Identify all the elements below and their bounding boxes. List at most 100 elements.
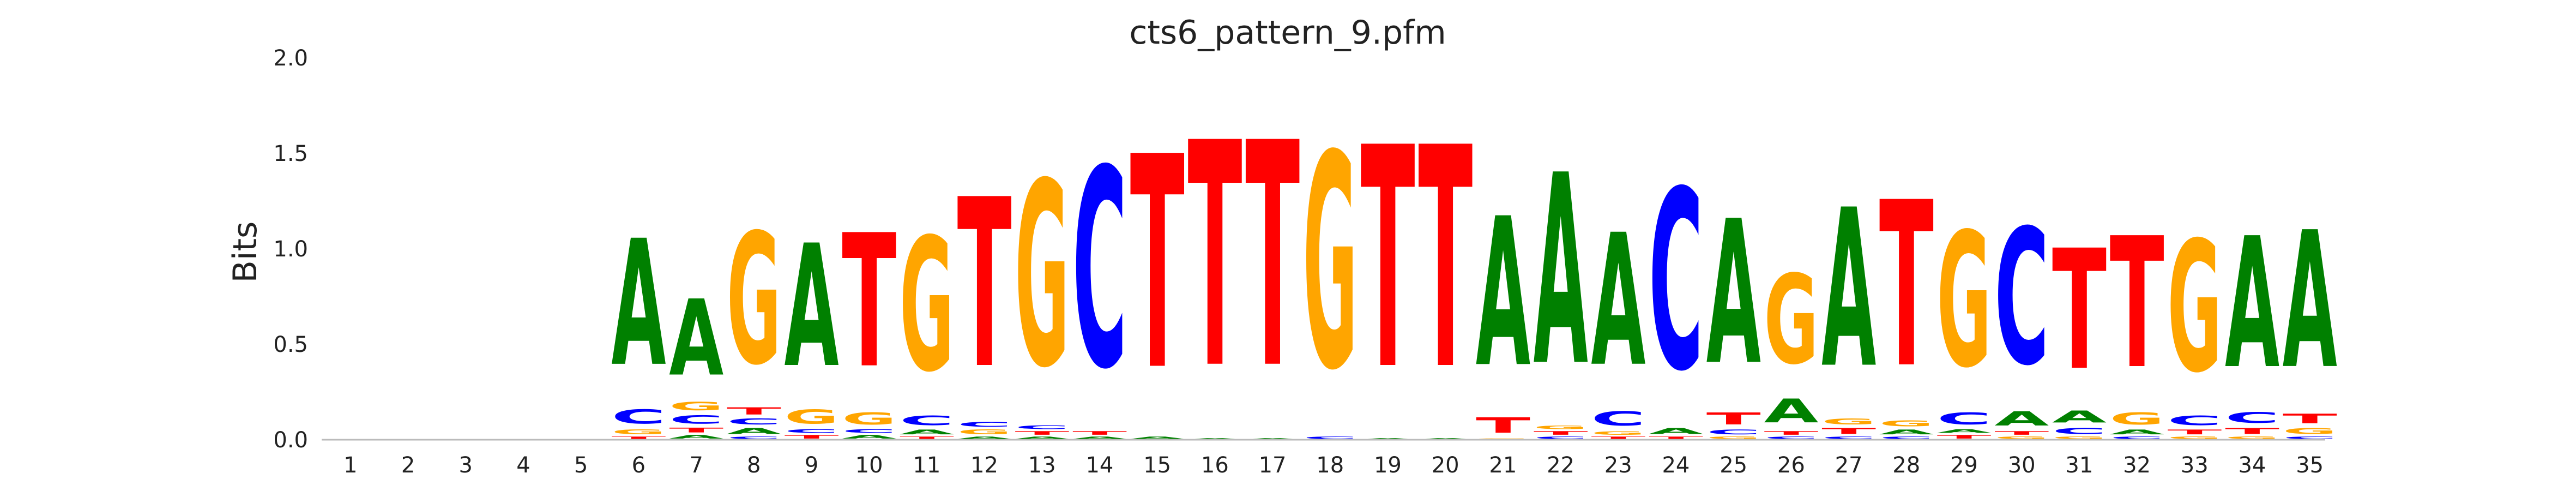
logo-letter-T: T <box>1245 79 1300 437</box>
y-tick-label: 1.0 <box>273 237 308 262</box>
logo-letter-G: G <box>1591 430 1645 436</box>
logo-letter-G: G <box>2283 427 2337 436</box>
logo-letter-G: G <box>727 196 781 405</box>
logo-letter-T: T <box>1476 413 1530 438</box>
logo-letter-A: A <box>727 427 781 436</box>
x-tick-label: 35 <box>2296 453 2324 478</box>
logo-letter-A: A <box>1361 438 1415 440</box>
logo-letter-C: C <box>1821 436 1876 440</box>
x-tick-label: 11 <box>913 453 940 478</box>
x-tick-label: 8 <box>747 453 761 478</box>
x-tick-label: 9 <box>805 453 818 478</box>
logo-letter-C: C <box>2283 436 2337 440</box>
chart-title: cts6_pattern_9.pfm <box>1129 14 1446 52</box>
logo-letter-T: T <box>2225 426 2279 436</box>
x-tick-label: 23 <box>1604 453 1632 478</box>
x-tick-label: 22 <box>1547 453 1574 478</box>
x-tick-label: 20 <box>1432 453 1459 478</box>
logo-letter-C: C <box>1591 408 1645 430</box>
logo-letter-C: C <box>2225 409 2279 426</box>
logo-letter-C: C <box>611 406 666 428</box>
x-tick-label: 24 <box>1662 453 1690 478</box>
logo-letter-G: G <box>1937 194 1992 409</box>
logo-letter-T: T <box>1706 409 1761 428</box>
logo-letter-T: T <box>1649 436 1703 440</box>
x-tick-label: 29 <box>1950 453 1978 478</box>
logo-letter-G: G <box>2052 436 2107 440</box>
logo-letter-A: A <box>1015 436 1069 440</box>
logo-letter-G: G <box>1764 249 1819 392</box>
logo-letter-G: G <box>842 409 896 428</box>
y-tick-label: 2.0 <box>273 46 308 71</box>
logo-letter-T: T <box>842 196 897 409</box>
logo-letter-C: C <box>1015 424 1069 430</box>
logo-letter-A: A <box>1188 438 1242 440</box>
x-tick-label: 31 <box>2065 453 2093 478</box>
logo-letter-G: G <box>957 428 1012 436</box>
logo-letter-T: T <box>1130 95 1185 435</box>
logo-letter-C: C <box>900 413 954 428</box>
x-tick-label: 14 <box>1085 453 1113 478</box>
logo-letter-A: A <box>1649 427 1703 436</box>
x-tick-label: 4 <box>516 453 530 478</box>
logo-letter-G: G <box>1879 419 1934 428</box>
logo-letter-A: A <box>1418 438 1473 440</box>
x-tick-label: 6 <box>632 453 645 478</box>
logo-letter-G: G <box>1476 438 1530 440</box>
logo-letter-A: A <box>1937 428 1992 434</box>
logo-letter-C: C <box>2052 427 2107 436</box>
logo-letter-A: A <box>900 428 954 436</box>
x-tick-label: 3 <box>459 453 473 478</box>
logo-letter-A: A <box>1821 163 1877 416</box>
logo-letter-C: C <box>957 421 1012 428</box>
logo-letter-T: T <box>1072 430 1127 436</box>
logo-letter-C: C <box>785 428 839 434</box>
logo-letter-A: A <box>2225 200 2279 409</box>
logo-letter-T: T <box>1591 436 1645 440</box>
x-tick-label: 5 <box>574 453 588 478</box>
logo-letter-T: T <box>1418 83 1473 436</box>
x-tick-label: 13 <box>1028 453 1056 478</box>
logo-letter-T: T <box>2052 215 2107 407</box>
x-tick-label: 1 <box>343 453 357 478</box>
logo-letter-T: T <box>727 405 781 417</box>
logo-letter-C: C <box>2110 436 2164 440</box>
logo-letter-G: G <box>2110 409 2164 428</box>
x-axis: 1 2 3 4 5 6 7 8 9 10 11 12 13 14 15 16 17 18 19 20 21 22 23 24 2… <box>343 453 2324 478</box>
logo-letter-A: A <box>669 434 723 440</box>
x-tick-label: 2 <box>401 453 415 478</box>
logo-letter-G: G <box>1994 436 2049 440</box>
x-tick-label: 10 <box>855 453 883 478</box>
logo-letter-C: C <box>1303 436 1358 440</box>
logo-letter-G: G <box>2167 203 2222 412</box>
logo-letter-A: A <box>1706 179 1761 409</box>
logo-letter-T: T <box>1015 430 1069 436</box>
logo-letter-C: C <box>727 436 781 440</box>
logo-letter-T: T <box>1821 426 1876 436</box>
logo-letter-T: T <box>2283 411 2337 427</box>
logo-letter-G: G <box>1303 94 1358 435</box>
logo-letter-C: C <box>727 417 781 426</box>
logo-letter-T: T <box>1937 434 1992 440</box>
logo-letter-T: T <box>1534 430 1588 436</box>
logo-letter-T: T <box>1879 154 1934 418</box>
logo-letter-G: G <box>900 200 954 412</box>
logo-letter-A: A <box>1534 119 1589 423</box>
logo-letter-A: A <box>2110 428 2164 436</box>
logo-letter-T: T <box>785 434 839 440</box>
x-tick-label: 17 <box>1259 453 1287 478</box>
logo-letter-T: T <box>1994 430 2049 436</box>
logo-letter-G: G <box>785 406 839 429</box>
logo-letter-C: C <box>1937 409 1992 428</box>
logo-letter-T: T <box>2167 428 2222 436</box>
y-tick-label: 0.5 <box>273 332 308 357</box>
logo-letter-C: C <box>1994 190 2049 407</box>
logo-letter-T: T <box>669 426 723 434</box>
logo-letter-C: C <box>842 428 896 434</box>
x-tick-label: 25 <box>1720 453 1747 478</box>
x-tick-label: 21 <box>1489 453 1517 478</box>
logo-letter-C: C <box>1764 436 1818 440</box>
logo-letter-T: T <box>1361 83 1416 436</box>
y-axis: 0.0 0.5 1.0 1.5 2.0 <box>273 46 308 453</box>
x-tick-label: 18 <box>1316 453 1344 478</box>
